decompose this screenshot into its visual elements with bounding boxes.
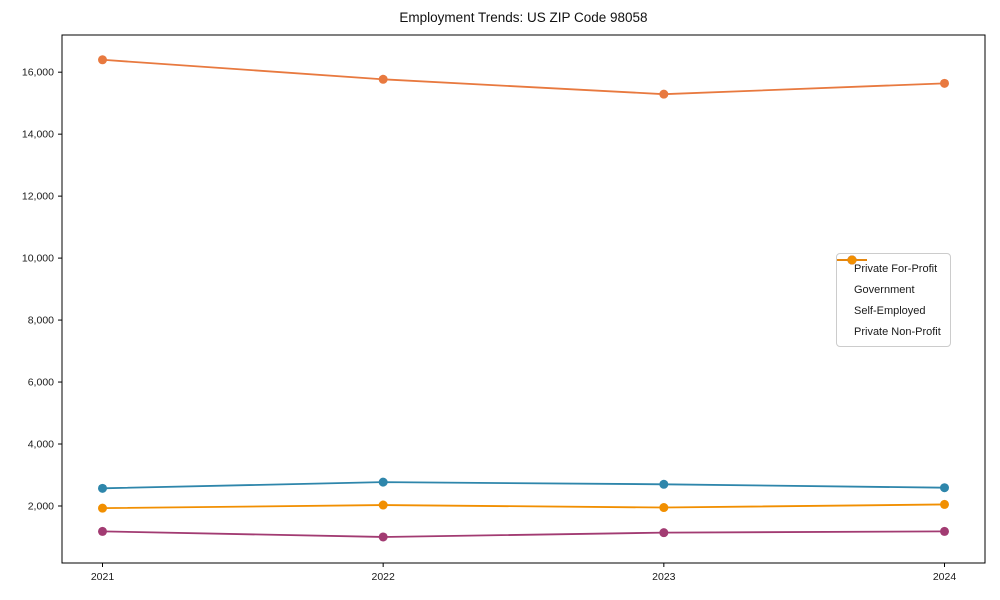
legend-item-self-employed: Self-Employed [837,255,941,321]
y-tick-label: 10,000 [22,253,54,265]
legend-item-government: Government [837,255,941,300]
chart-title: Employment Trends: US ZIP Code 98058 [399,10,648,25]
data-point-self-employed [659,528,669,538]
series-line-government [102,481,945,490]
x-tick-label: 2024 [933,571,957,583]
data-point-private-for-profit [98,55,107,65]
data-point-private-non-profit [378,500,388,510]
legend-label: Government [854,283,915,296]
series-line-private-non-profit [102,503,945,510]
series-line-private-for-profit [102,58,945,96]
data-point-government [378,477,388,487]
data-point-government [940,483,949,493]
data-point-private-for-profit [378,74,388,84]
legend-label: Private For-Profit [854,262,938,275]
y-tick-label: 8,000 [28,315,54,327]
legend-marker-private-non-profit [837,255,867,265]
data-point-private-non-profit [98,503,107,513]
series-line-self-employed [102,530,945,538]
data-point-self-employed [98,526,107,536]
y-tick-label: 6,000 [28,377,54,389]
plot-border [61,34,986,564]
data-point-self-employed [378,532,388,542]
x-tick-label: 2021 [91,571,115,583]
x-tick-label: 2022 [371,571,395,583]
y-tick-label: 14,000 [22,129,54,141]
legend-label: Private Non-Profit [854,325,941,338]
data-point-self-employed [940,526,949,536]
legend-label: Self-Employed [854,304,926,317]
y-tick-label: 12,000 [22,191,54,203]
legend-item-private-non-profit: Private Non-Profit [837,255,941,342]
x-tick-label: 2023 [652,571,676,583]
data-point-private-for-profit [940,78,949,88]
data-point-government [659,479,669,489]
data-point-government [98,483,107,493]
y-tick-label: 4,000 [28,439,54,451]
chart-legend: Private For-Profit Government Self-Employe… [836,253,951,347]
data-point-private-non-profit [659,503,669,513]
y-tick-label: 2,000 [28,500,54,512]
data-point-private-non-profit [940,499,949,509]
y-tick-label: 16,000 [22,67,54,79]
data-point-private-for-profit [659,89,669,99]
